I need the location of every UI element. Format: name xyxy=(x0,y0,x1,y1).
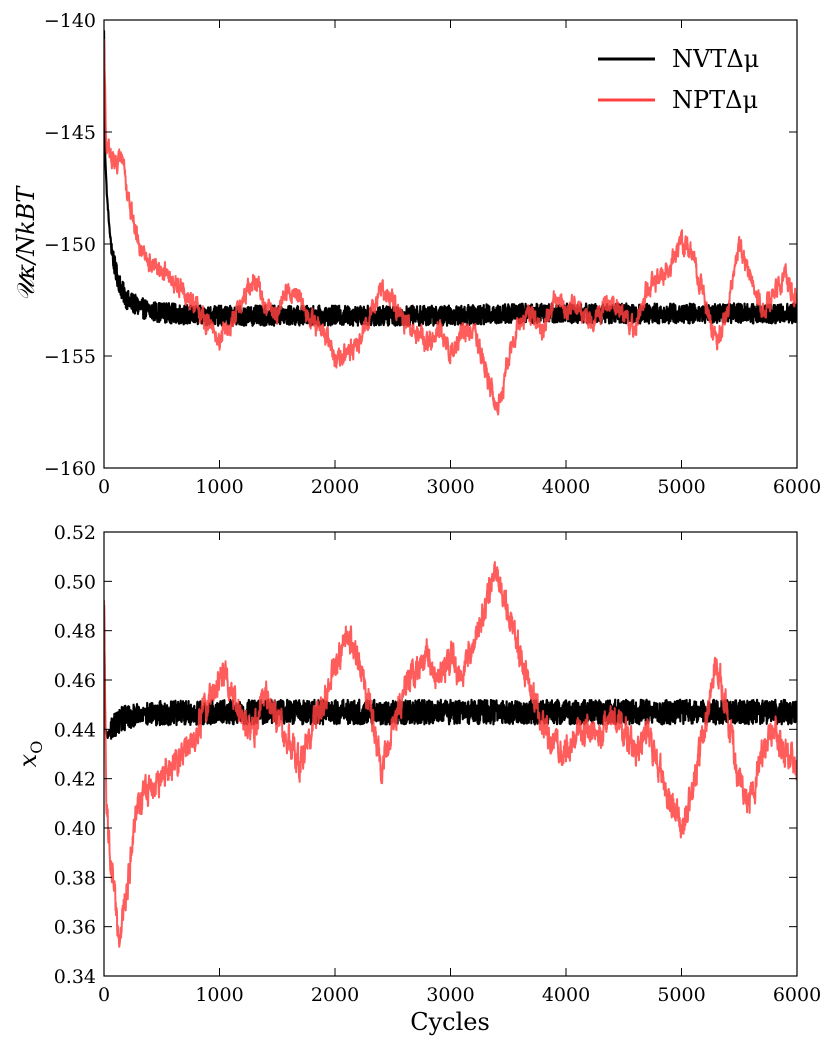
series-line-npt xyxy=(104,38,797,416)
x-tick-labels: 0 1000 2000 3000 4000 5000 6000 xyxy=(98,476,821,498)
x-tick-label: 6000 xyxy=(773,476,821,498)
y-tick-label: 0.40 xyxy=(54,818,96,840)
x-tick-label: 5000 xyxy=(657,476,705,498)
y-tick-labels: −140 −145 −150 −155 −160 xyxy=(44,10,96,480)
tick-marks xyxy=(103,531,798,977)
y-tick-label: 0.48 xyxy=(54,621,96,643)
y-tick-label: −150 xyxy=(44,234,96,256)
x-tick-label: 1000 xyxy=(195,476,243,498)
y-tick-label: 0.46 xyxy=(54,670,96,692)
y-tick-label: −140 xyxy=(44,10,96,32)
legend-label-nvt: NVTΔμ xyxy=(672,45,759,73)
legend: NVTΔμ NPTΔμ xyxy=(598,45,759,114)
series-line-nvt xyxy=(104,30,797,327)
y-tick-label: 0.44 xyxy=(54,719,96,741)
x-tick-label: 0 xyxy=(98,476,110,498)
x-tick-labels: 0 1000 2000 3000 4000 5000 6000 xyxy=(98,984,821,1006)
y-axis-title: xO xyxy=(14,741,46,768)
y-axis-title: 𝒰κ/NkBT xyxy=(12,185,40,302)
series-line-nvt xyxy=(104,604,797,740)
y-tick-label: 0.36 xyxy=(54,917,96,939)
series-lines xyxy=(104,560,797,948)
y-axis-title-text: xO xyxy=(14,741,46,768)
x-tick-label: 3000 xyxy=(426,984,474,1006)
y-tick-label: −145 xyxy=(44,122,96,144)
x-tick-label: 0 xyxy=(98,984,110,1006)
axes-frame xyxy=(103,531,798,977)
x-tick-label: 1000 xyxy=(195,984,243,1006)
series-lines xyxy=(104,30,797,416)
legend-label-npt: NPTΔμ xyxy=(672,86,758,114)
y-axis-title-sub: O xyxy=(27,741,46,754)
y-axis-title-main: x xyxy=(14,753,42,767)
x-tick-label: 4000 xyxy=(542,984,590,1006)
series-line-npt xyxy=(104,560,797,948)
y-tick-label: 0.50 xyxy=(54,571,96,593)
panel-top: 0 1000 2000 3000 4000 5000 6000 −140−145−150−1… xyxy=(12,10,821,498)
y-tick-label: −160 xyxy=(44,458,96,480)
y-axis-title-text: 𝒰κ/NkBT xyxy=(12,185,40,302)
x-tick-label: 2000 xyxy=(311,476,359,498)
x-tick-label: 5000 xyxy=(657,984,705,1006)
y-tick-label: −155 xyxy=(44,346,96,368)
x-tick-label: 4000 xyxy=(542,476,590,498)
x-tick-label: 6000 xyxy=(773,984,821,1006)
y-tick-label: 0.38 xyxy=(54,867,96,889)
y-tick-label: 0.52 xyxy=(54,522,96,544)
panel-bottom: 0 1000 2000 3000 4000 5000 6000 0.340.360.380.… xyxy=(14,522,821,1036)
y-tick-label: 0.34 xyxy=(54,966,96,988)
x-tick-label: 2000 xyxy=(311,984,359,1006)
y-tick-label: 0.42 xyxy=(54,769,96,791)
y-tick-labels: 0.34 0.36 0.38 0.40 0.42 0.44 0.46 0.48 0.50 0.52 xyxy=(54,522,96,988)
x-axis-title: Cycles xyxy=(410,1008,490,1036)
tick-marks xyxy=(103,19,798,469)
x-tick-label: 3000 xyxy=(426,476,474,498)
